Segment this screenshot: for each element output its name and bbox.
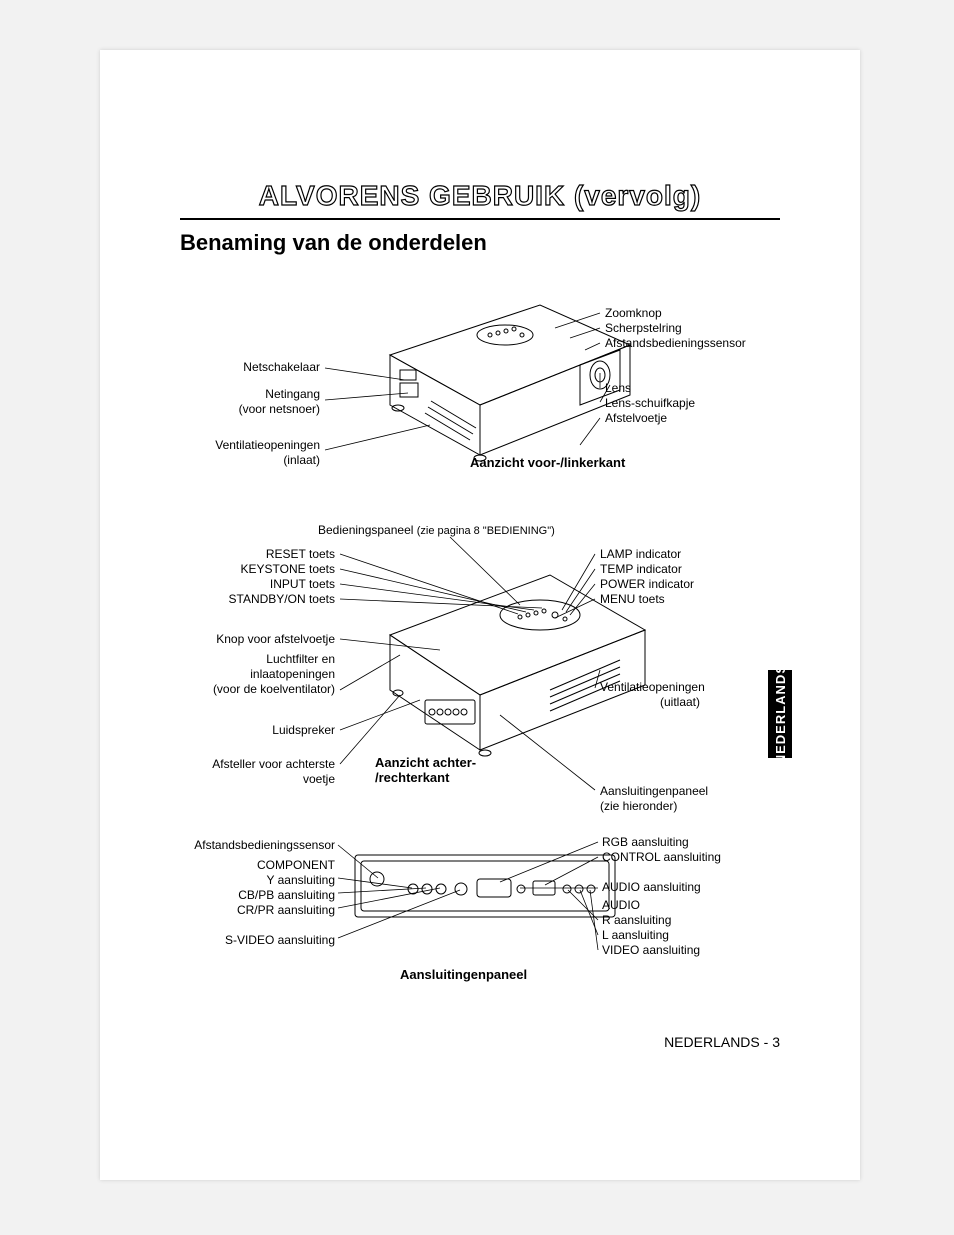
figure3-drawing: [355, 855, 615, 925]
fig1-vent1: Ventilatieopeningen: [215, 438, 320, 452]
fig3-caption: Aansluitingenpaneel: [400, 967, 527, 982]
fig2-rearadj1: Afsteller voor achterste: [212, 757, 335, 771]
fig1-netschakelaar: Netschakelaar: [243, 360, 320, 374]
fig3-video: VIDEO aansluiting: [602, 943, 700, 957]
fig2-power: POWER indicator: [600, 577, 694, 591]
figure1-drawing: [350, 275, 650, 475]
fig3-control: CONTROL aansluiting: [602, 850, 721, 864]
fig2-vent1: Ventilatieopeningen: [600, 680, 705, 694]
fig3-svideo: S-VIDEO aansluiting: [225, 933, 335, 947]
fig1-afstand: Afstandsbedieningssensor: [605, 336, 746, 350]
fig2-input: INPUT toets: [270, 577, 335, 591]
fig2-standby: STANDBY/ON toets: [229, 592, 335, 606]
fig1-netingang2: (voor netsnoer): [239, 402, 320, 416]
title-text: ALVORENS GEBRUIK (vervolg): [259, 180, 701, 211]
fig2-menu: MENU toets: [600, 592, 665, 606]
fig2-top-label: Bedieningspaneel (zie pagina 8 "BEDIENIN…: [318, 523, 555, 538]
fig2-filter1: Luchtfilter en: [266, 652, 335, 666]
fig1-lenscap: Lens-schuifkapje: [605, 396, 695, 410]
page: ALVORENS GEBRUIK (vervolg) Benaming van …: [100, 50, 860, 1180]
fig1-zoom: Zoomknop: [605, 306, 662, 320]
fig3-audio: AUDIO aansluiting: [602, 880, 701, 894]
fig2-filter3: (voor de koelventilator): [213, 682, 335, 696]
fig2-caption: Aanzicht achter- /rechterkant: [375, 755, 476, 785]
fig2-reset: RESET toets: [266, 547, 335, 561]
fig1-vent2: (inlaat): [283, 453, 320, 467]
fig1-afstel: Afstelvoetje: [605, 411, 667, 425]
fig3-afstand: Afstandsbedieningssensor: [194, 838, 335, 852]
fig3-rgb: RGB aansluiting: [602, 835, 689, 849]
language-tab-text: NEDERLANDS: [773, 664, 788, 764]
content-area: ALVORENS GEBRUIK (vervolg) Benaming van …: [100, 50, 860, 1180]
fig1-netingang1: Netingang: [265, 387, 320, 401]
fig3-audio2: AUDIO: [602, 898, 640, 912]
footer-page: 3: [772, 1034, 780, 1050]
footer-lang: NEDERLANDS -: [664, 1034, 772, 1050]
section-heading: Benaming van de onderdelen: [180, 230, 487, 256]
fig3-cbpb: CB/PB aansluiting: [238, 888, 335, 902]
fig2-speaker: Luidspreker: [272, 723, 335, 737]
fig3-comp: COMPONENT: [257, 858, 335, 872]
fig2-lamp: LAMP indicator: [600, 547, 681, 561]
title-rule: [180, 218, 780, 220]
fig2-top-b: (zie pagina 8 "BEDIENING"): [417, 525, 555, 537]
fig2-keystone: KEYSTONE toets: [241, 562, 335, 576]
language-tab: NEDERLANDS: [768, 670, 792, 758]
page-title: ALVORENS GEBRUIK (vervolg): [100, 180, 860, 212]
fig1-caption: Aanzicht voor-/linkerkant: [470, 455, 625, 470]
fig3-y: Y aansluiting: [267, 873, 336, 887]
fig2-panel1: Aansluitingenpaneel: [600, 784, 708, 798]
fig2-filter2: inlaatopeningen: [250, 667, 335, 681]
fig3-l: L aansluiting: [602, 928, 669, 942]
fig2-rearadj2: voetje: [303, 772, 335, 786]
fig1-scherp: Scherpstelring: [605, 321, 682, 335]
fig2-top-a: Bedieningspaneel: [318, 523, 417, 537]
fig3-crpr: CR/PR aansluiting: [237, 903, 335, 917]
fig3-r: R aansluiting: [602, 913, 671, 927]
fig1-lens: Lens: [605, 381, 631, 395]
page-footer: NEDERLANDS - 3: [664, 1034, 780, 1050]
fig2-temp: TEMP indicator: [600, 562, 682, 576]
fig2-panel2: (zie hieronder): [600, 799, 677, 813]
fig2-knop: Knop voor afstelvoetje: [216, 632, 335, 646]
fig2-vent2: (uitlaat): [660, 695, 700, 709]
